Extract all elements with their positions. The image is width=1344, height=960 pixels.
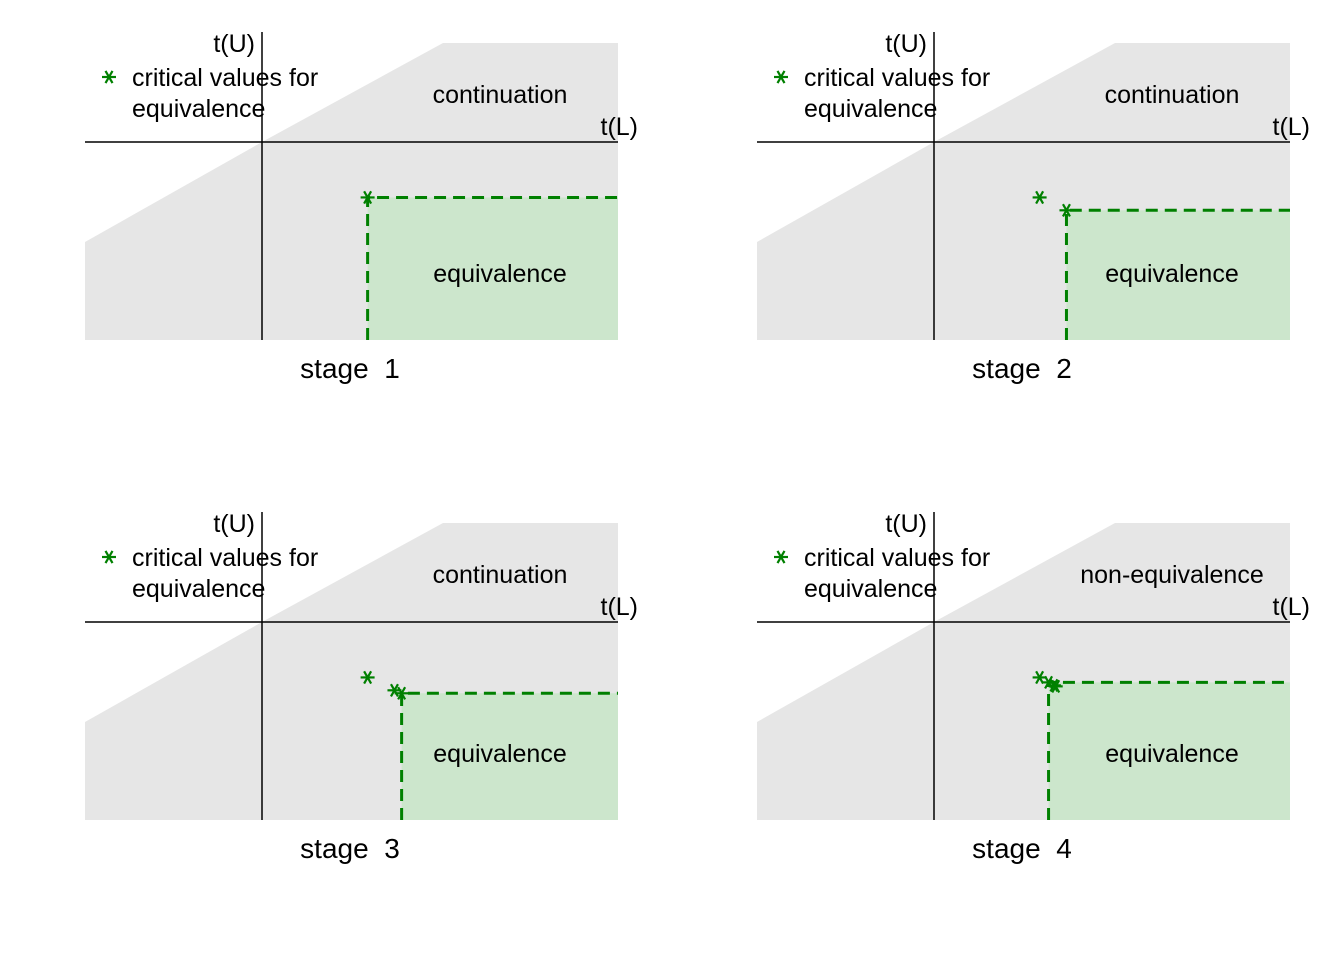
critical-value-marker [394, 686, 409, 700]
x-axis-label: t(L) [1273, 113, 1311, 141]
critical-value-star-stroke [1051, 679, 1061, 693]
stage-title: stage 4 [972, 833, 1072, 864]
y-axis-label: t(U) [213, 30, 255, 58]
panel-stage-1: critical values for equivalence t(U) t(L) co… [85, 30, 638, 384]
critical-value-star-stroke [104, 70, 114, 84]
upper-region-label: continuation [433, 81, 568, 109]
equivalence-label: equivalence [1105, 260, 1238, 288]
legend-label-line2: equivalence [132, 95, 265, 123]
legend-label-line1: critical values for [132, 64, 318, 92]
panel-stage-4: critical values for equivalence t(U) t(L) no… [757, 510, 1310, 864]
x-axis-label: t(L) [601, 113, 639, 141]
legend-label-line2: equivalence [804, 95, 937, 123]
critical-value-star-stroke [1035, 190, 1045, 205]
equivalence-boundary [400, 691, 618, 820]
legend-label-line1: critical values for [804, 544, 990, 572]
legend-label-line1: critical values for [132, 544, 318, 572]
critical-value-star-stroke [390, 683, 399, 697]
y-axis-label: t(U) [885, 510, 927, 538]
equivalence-region [1066, 210, 1290, 340]
equivalence-label: equivalence [1105, 740, 1238, 768]
stage-title: stage 2 [972, 353, 1072, 384]
critical-value-star-stroke [1035, 670, 1045, 685]
x-axis-label: t(L) [601, 593, 639, 621]
y-axis-label: t(U) [885, 30, 927, 58]
critical-value-marker [1048, 679, 1063, 693]
critical-value-star-stroke [363, 670, 373, 685]
critical-value-star-stroke [776, 550, 786, 564]
y-axis-label: t(U) [213, 510, 255, 538]
legend-marker [774, 70, 788, 84]
panel-stage-2: critical values for equivalence t(U) t(L) co… [757, 30, 1310, 384]
upper-region-label: non-equivalence [1080, 561, 1263, 589]
legend-label-line1: critical values for [804, 64, 990, 92]
legend-label-line2: equivalence [804, 575, 937, 603]
legend-marker [102, 70, 116, 84]
legend-label-line2: equivalence [132, 575, 265, 603]
equivalence-label: equivalence [433, 260, 566, 288]
upper-region-label: continuation [433, 561, 568, 589]
upper-region-label: continuation [1105, 81, 1240, 109]
legend-marker [774, 550, 788, 564]
critical-value-star-stroke [397, 686, 407, 700]
critical-value-star-stroke [363, 190, 373, 205]
equivalence-boundary [1064, 208, 1290, 340]
critical-value-marker [1059, 203, 1074, 217]
critical-value-star-stroke [1044, 675, 1054, 690]
critical-value-star-stroke [776, 70, 786, 84]
stage-title: stage 1 [300, 353, 400, 384]
equivalence-label: equivalence [433, 740, 566, 768]
equivalence-region [367, 197, 618, 340]
panel-stage-3: critical values for equivalence t(U) t(L) co… [85, 510, 638, 864]
equivalence-region [1048, 682, 1290, 820]
critical-value-star-stroke [1062, 203, 1071, 217]
critical-value-star-stroke [104, 550, 114, 564]
equivalence-region [401, 693, 618, 820]
legend-marker [102, 550, 116, 564]
critical-value-marker [360, 670, 375, 685]
stage-title: stage 3 [300, 833, 400, 864]
critical-value-marker [360, 190, 375, 205]
x-axis-label: t(L) [1273, 593, 1311, 621]
critical-value-marker [1032, 190, 1047, 205]
